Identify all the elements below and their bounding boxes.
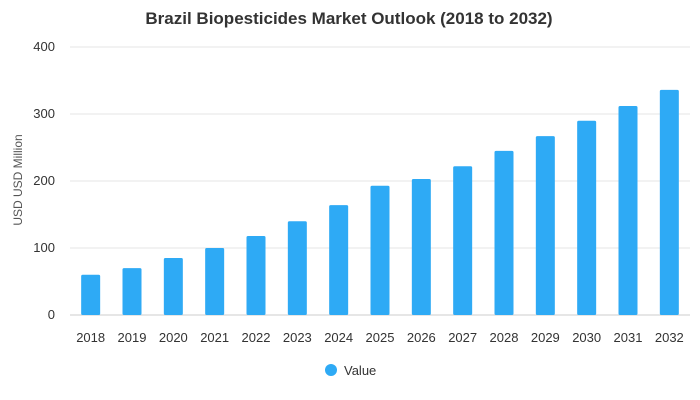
bar-2028[interactable] [494,150,514,315]
bar-2020[interactable] [163,258,183,315]
x-tick-label: 2020 [159,330,188,345]
bar-2031[interactable] [618,105,638,316]
bar-2032[interactable] [659,89,679,315]
bar-2024[interactable] [329,205,349,315]
bar-2025[interactable] [370,185,390,315]
y-tick-label: 200 [33,173,55,188]
chart-title: Brazil Biopesticides Market Outlook (201… [145,9,552,28]
bar-2027[interactable] [453,166,473,315]
x-tick-label: 2019 [118,330,147,345]
x-tick-label: 2030 [572,330,601,345]
bar-2023[interactable] [287,221,307,315]
x-tick-label: 2022 [242,330,271,345]
y-tick-label: 100 [33,240,55,255]
bar-2019[interactable] [122,268,142,315]
y-tick-label: 400 [33,39,55,54]
x-tick-label: 2026 [407,330,436,345]
bar-2030[interactable] [577,120,597,315]
bar-2018[interactable] [81,274,101,315]
legend-label-value: Value [344,363,376,378]
bars [81,89,679,316]
x-tick-label: 2025 [366,330,395,345]
x-tick-label: 2031 [614,330,643,345]
x-tick-label: 2018 [76,330,105,345]
bar-2021[interactable] [205,248,225,315]
bar-2022[interactable] [246,235,266,315]
y-axis-ticks: 0 100 200 300 400 [33,39,55,322]
x-tick-label: 2027 [448,330,477,345]
y-tick-label: 0 [48,307,55,322]
x-tick-label: 2023 [283,330,312,345]
legend[interactable]: Value [325,363,376,378]
legend-swatch-value [325,364,337,376]
x-tick-label: 2032 [655,330,684,345]
x-tick-label: 2029 [531,330,560,345]
x-tick-label: 2028 [490,330,519,345]
y-axis-label: USD USD Million [11,134,25,225]
x-tick-label: 2021 [200,330,229,345]
x-axis-ticks: 2018 2019 2020 2021 2022 2023 2024 2025 2026 2027… [76,330,684,345]
x-tick-label: 2024 [324,330,353,345]
y-tick-label: 300 [33,106,55,121]
bar-2026[interactable] [411,178,431,315]
bar-2029[interactable] [535,136,555,315]
